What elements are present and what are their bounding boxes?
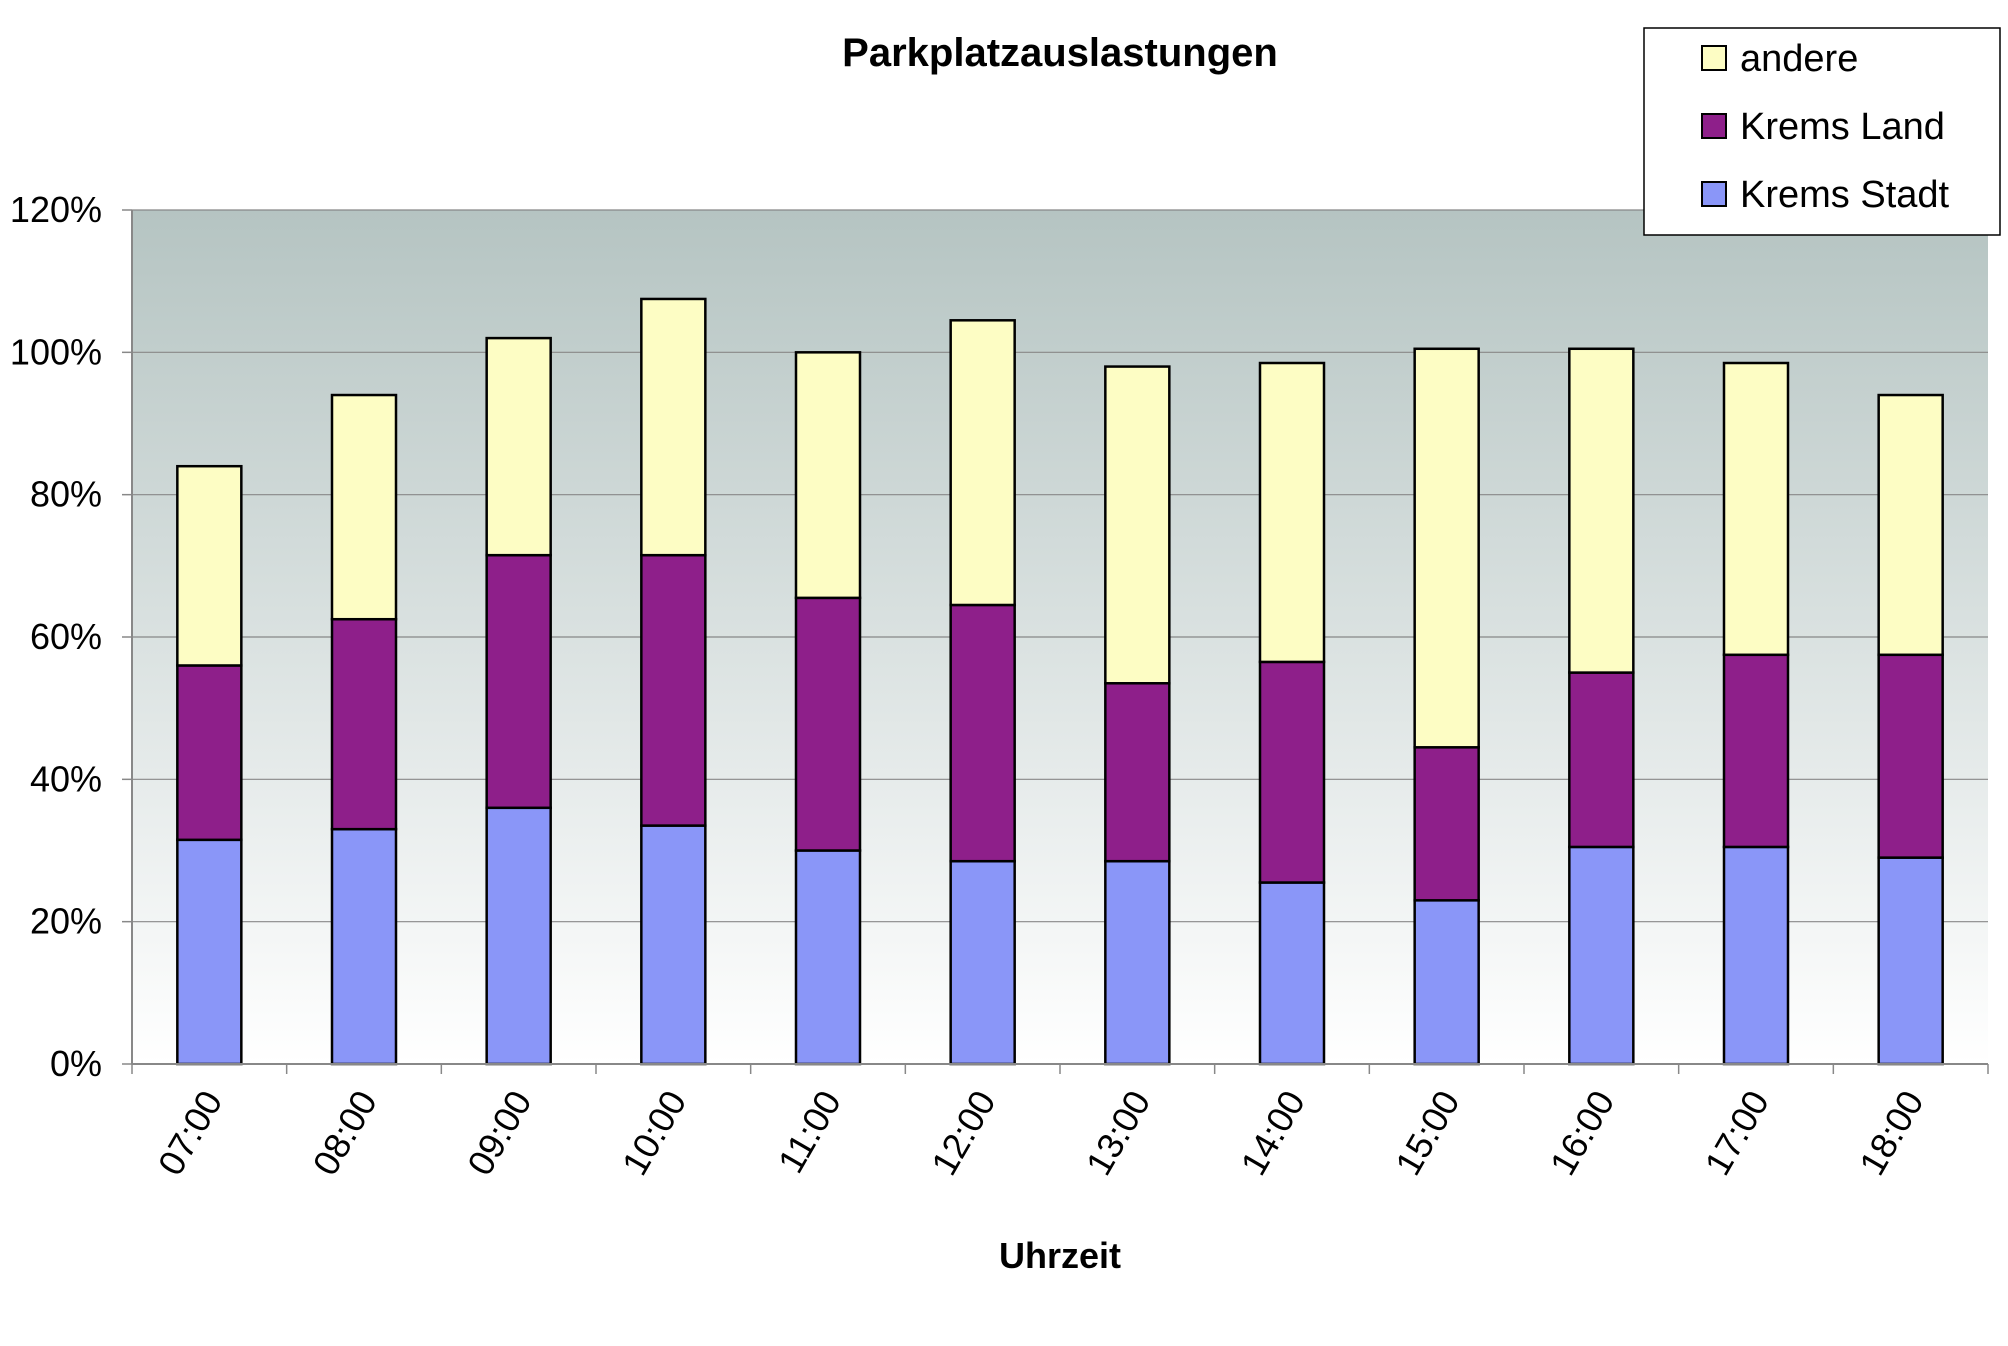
bar-krems-land bbox=[1722, 653, 1790, 849]
bar-krems-land bbox=[1413, 746, 1480, 902]
y-tick-label: 60% bbox=[30, 616, 102, 657]
x-tick-label: 18:00 bbox=[1851, 1084, 1932, 1183]
bar-krems-land bbox=[794, 596, 862, 852]
bar-andere bbox=[949, 319, 1016, 607]
legend-label: Krems Land bbox=[1740, 106, 1945, 148]
x-tick-label: 13:00 bbox=[1078, 1084, 1159, 1183]
bar-krems-land bbox=[640, 553, 707, 827]
bar-andere bbox=[1722, 361, 1790, 657]
legend-swatch bbox=[1701, 181, 1727, 207]
bar-krems-stadt bbox=[176, 838, 243, 1066]
x-axis-title: Uhrzeit bbox=[999, 1235, 1121, 1276]
bar-krems-stadt bbox=[1568, 845, 1635, 1066]
bar-andere bbox=[640, 297, 707, 557]
bar-krems-land bbox=[176, 664, 243, 842]
x-tick-label: 17:00 bbox=[1696, 1084, 1777, 1183]
bar-krems-stadt bbox=[794, 849, 862, 1066]
bar-krems-stadt bbox=[1722, 845, 1790, 1066]
bar-andere bbox=[794, 351, 862, 600]
bars bbox=[176, 297, 1944, 1066]
legend-label: andere bbox=[1740, 38, 1858, 80]
x-tick-label: 11:00 bbox=[770, 1084, 849, 1180]
bar-andere bbox=[176, 464, 243, 667]
axes bbox=[131, 210, 1989, 1074]
bar-krems-land bbox=[1568, 671, 1635, 849]
x-tick-label: 08:00 bbox=[304, 1084, 385, 1183]
x-tick-label: 10:00 bbox=[614, 1084, 695, 1183]
x-tick-label: 15:00 bbox=[1387, 1084, 1468, 1183]
bar-krems-stadt bbox=[1413, 899, 1480, 1066]
x-tick-label: 16:00 bbox=[1542, 1084, 1623, 1183]
bar-krems-stadt bbox=[1104, 859, 1171, 1066]
bar-andere bbox=[1413, 347, 1480, 749]
y-tick-label: 100% bbox=[10, 331, 102, 372]
legend-swatch bbox=[1701, 45, 1727, 71]
bar-krems-stadt bbox=[485, 806, 552, 1066]
bar-krems-land bbox=[1877, 653, 1944, 859]
x-tick-label: 09:00 bbox=[459, 1084, 540, 1183]
y-tick-label: 120% bbox=[10, 189, 102, 230]
bar-krems-land bbox=[485, 553, 552, 810]
x-tick-label: 14:00 bbox=[1232, 1084, 1313, 1183]
bar-krems-stadt bbox=[949, 859, 1016, 1066]
bar-andere bbox=[485, 336, 552, 557]
y-tick-label: 40% bbox=[30, 758, 102, 799]
bar-krems-stadt bbox=[1258, 881, 1326, 1066]
bar-andere bbox=[1104, 365, 1171, 685]
bar-krems-stadt bbox=[640, 824, 707, 1066]
bar-andere bbox=[1568, 347, 1635, 674]
x-tick-labels: 07:00 08:00 09:00 10:00 11:00 12:00 13:00 14:00… bbox=[150, 1084, 1932, 1183]
bar-krems-stadt bbox=[330, 827, 398, 1066]
legend: andere Krems Land Krems Stadt bbox=[1643, 27, 2001, 236]
x-tick-label: 07:00 bbox=[150, 1084, 231, 1183]
legend-label: Krems Stadt bbox=[1740, 174, 1950, 216]
bar-andere bbox=[1877, 393, 1944, 657]
bar-krems-land bbox=[1104, 682, 1171, 863]
bar-andere bbox=[330, 393, 398, 621]
bar-andere bbox=[1258, 361, 1326, 664]
bar-krems-stadt bbox=[1877, 856, 1944, 1066]
y-tick-label: 20% bbox=[30, 901, 102, 942]
legend-swatch bbox=[1701, 113, 1727, 139]
bar-krems-land bbox=[949, 603, 1016, 863]
x-tick-label: 12:00 bbox=[923, 1084, 1004, 1183]
y-tick-label: 80% bbox=[30, 474, 102, 515]
bar-krems-land bbox=[1258, 660, 1326, 884]
bar-krems-land bbox=[330, 617, 398, 831]
y-tick-label: 0% bbox=[50, 1043, 102, 1084]
y-tick-labels: 0% 20% 40% 60% 80% 100% 120% bbox=[10, 189, 102, 1084]
chart-title: Parkplatzauslastungen bbox=[842, 31, 1278, 75]
